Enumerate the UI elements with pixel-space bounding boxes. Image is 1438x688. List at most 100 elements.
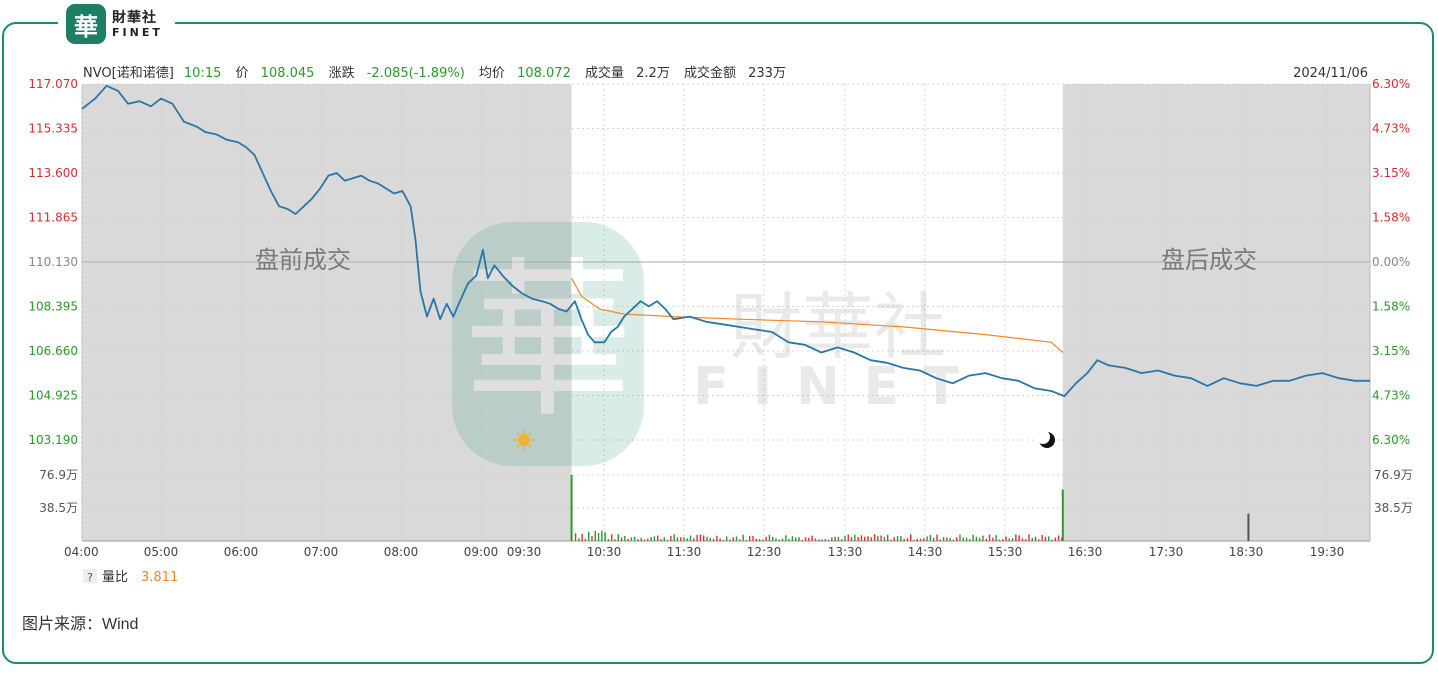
volume-bar [887, 534, 889, 541]
moon-icon [1036, 430, 1055, 448]
volume-bar [570, 475, 573, 541]
x-tick-label: 15:30 [988, 545, 1023, 559]
volume-bar [778, 539, 780, 541]
volume-bar [588, 531, 590, 541]
volume-bar [1044, 536, 1047, 541]
volume-bar [617, 534, 619, 541]
volume-bar [574, 533, 577, 541]
volume-bar [653, 536, 656, 541]
volume-bar [985, 538, 987, 541]
volume-bar [929, 535, 932, 541]
y-tick-label: 117.070 [28, 77, 78, 91]
volume-bar [795, 537, 797, 541]
volume-bar [1028, 534, 1030, 541]
volume-bar [1018, 535, 1020, 541]
x-tick-label: 17:30 [1149, 545, 1184, 559]
x-tick-label: 06:00 [224, 545, 259, 559]
volume-bar [952, 539, 955, 541]
volume-bar [824, 538, 826, 541]
volume-bar [903, 538, 905, 541]
y-tick-label: 103.190 [28, 433, 78, 447]
volume-bar [686, 538, 688, 541]
volume-bar [1054, 537, 1056, 541]
y-tick-label: 104.925 [28, 389, 78, 403]
quote-time: 10:15 [184, 66, 221, 81]
volume-bar [726, 536, 728, 541]
volume-bar [847, 534, 849, 541]
volume-bar [870, 537, 872, 541]
volume-bar [998, 539, 1001, 541]
volume-bar [1051, 539, 1053, 541]
volume-bar [831, 537, 833, 541]
volume-bar [1021, 538, 1024, 541]
volume-bar [988, 534, 991, 541]
volume-bar [709, 538, 711, 541]
volume-bar [699, 534, 702, 541]
volume-bar [946, 537, 948, 541]
watermark: 華 財華社 FINET [452, 222, 982, 466]
volume-bar [1048, 536, 1050, 541]
x-tick-label: 04:00 [64, 545, 99, 559]
volume-bar [811, 535, 813, 541]
volume-bar [860, 535, 863, 541]
watermark-en: FINET [693, 357, 982, 417]
volume-bar [749, 535, 751, 541]
volume-bar [1041, 535, 1043, 541]
volume-bar [923, 538, 925, 541]
volume-bar [666, 539, 669, 541]
y-tick-label-right: 4.73% [1372, 389, 1410, 403]
volume-bar [854, 534, 856, 541]
volume-bar [758, 538, 761, 541]
volume-bar [850, 537, 853, 541]
brand-name-cn: 財華社 [112, 9, 157, 26]
volume-bar [739, 539, 741, 541]
volume-tick-label-right: 38.5万 [1374, 501, 1413, 515]
chart-frame [2, 22, 1434, 664]
volume-tick-label: 76.9万 [39, 468, 78, 482]
y-tick-label-right: 3.15% [1372, 166, 1410, 180]
volume-bar [663, 537, 665, 541]
volume-bar [867, 536, 869, 541]
volume-bar [916, 538, 918, 541]
volume-bar [640, 537, 642, 541]
volume-bar [949, 538, 951, 541]
x-tick-label: 13:30 [828, 545, 863, 559]
volume-bar [933, 537, 935, 541]
volume-bar [657, 535, 659, 541]
volume-bar [745, 539, 748, 541]
volume-bar [683, 537, 685, 541]
x-tick-label: 09:00 [464, 545, 499, 559]
volume-bar [1011, 538, 1014, 541]
y-tick-label: 106.660 [28, 344, 78, 358]
volume-bar [906, 538, 909, 541]
x-tick-label: 10:30 [587, 545, 622, 559]
volume-bar [788, 539, 790, 541]
volume-bar [1008, 538, 1010, 541]
symbol: NVO[诺和诺德] [83, 66, 174, 81]
volume-bar [604, 532, 606, 541]
volume-bar [804, 537, 807, 541]
y-tick-label-right: 0.00% [1372, 255, 1410, 269]
image-source: 图片来源：Wind [22, 616, 139, 633]
volume-bar [742, 534, 744, 541]
brand-mark: 華 [66, 4, 106, 44]
volume-bar [900, 535, 902, 541]
volume-bar [939, 539, 941, 541]
volume-bar [637, 539, 639, 541]
change-value: -2.085(-1.89%) [367, 66, 465, 81]
y-tick-label: 108.395 [28, 300, 78, 314]
volume-bar [1247, 513, 1250, 541]
volume-bar [818, 539, 820, 541]
brand-logo: 華 財華社 FINET [58, 2, 175, 46]
volume-bar [630, 537, 633, 541]
price-line [81, 84, 1370, 397]
volume-bar [755, 538, 757, 541]
volume-bar [962, 537, 964, 541]
volume-bar [814, 538, 817, 541]
help-icon[interactable] [83, 569, 97, 583]
volume-bar [992, 537, 994, 541]
price-value: 108.045 [261, 66, 315, 81]
volume-bar [982, 535, 984, 541]
y-tick-label: 115.335 [28, 122, 78, 136]
